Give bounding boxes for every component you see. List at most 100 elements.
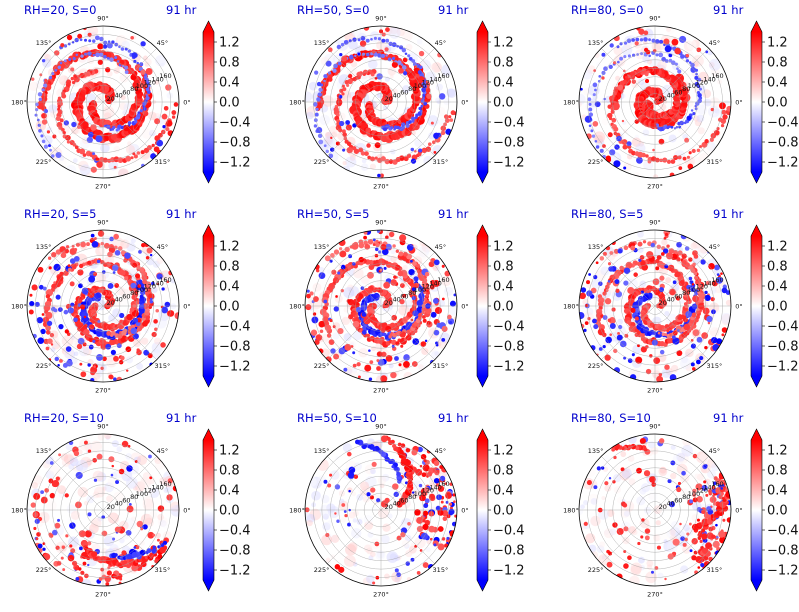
field-cell [156,273,163,280]
field-cell [595,145,600,149]
field-cell [136,362,144,370]
field-cell [357,375,361,379]
field-cell [369,551,376,558]
field-cell [637,230,644,238]
field-cell [722,114,728,120]
colorbar-tick-label: 0.8 [219,260,240,275]
field-cell [652,278,660,286]
field-cell [79,546,83,551]
field-cell [361,311,367,317]
field-cell [62,568,66,572]
field-cell [444,543,449,548]
field-cell [105,435,111,441]
angular-gridline [49,305,104,360]
heatmap-field [579,26,731,178]
field-cell [31,284,38,291]
field-cell [151,281,155,286]
field-cell [352,518,358,523]
colorbar: 1.20.80.40.0−0.4−0.8−1.2 [202,20,251,184]
field-cell [80,459,91,470]
field-cell [645,368,652,375]
field-cell [704,294,711,302]
colorbar-tick-label: −0.4 [493,320,525,335]
field-cell [601,76,605,80]
field-cell [95,157,100,162]
field-cell [138,252,148,262]
field-cell [155,317,167,329]
field-cell [31,482,39,489]
field-cell [616,135,622,142]
field-cell [358,347,368,358]
field-cell [348,511,356,519]
field-cell [705,50,709,54]
field-cell [607,280,611,283]
field-cell [306,514,316,523]
field-cell [157,545,161,549]
field-cell [98,448,106,456]
field-cell [375,242,380,248]
field-cell [123,124,130,132]
colorbar-outline [202,20,215,184]
field-cell [77,269,84,276]
field-cell [673,300,678,306]
field-cell [103,242,110,249]
field-cell [351,367,358,374]
field-cell [604,354,611,361]
field-cell [684,351,690,358]
field-cell [634,134,640,140]
field-cell [619,56,624,61]
field-cell [721,327,728,333]
field-cell [154,118,161,125]
field-cell [683,323,690,331]
field-cell [149,253,153,257]
field-cell [405,561,410,566]
field-cell [635,37,640,42]
field-cell [323,479,328,484]
field-cell [337,327,344,335]
field-cell [134,460,138,463]
colorbar-outline [202,428,215,592]
field-cell [62,250,66,254]
field-cell [165,127,170,132]
radial-tick-label: 140 [151,279,163,287]
field-cell [316,81,322,87]
field-cell [599,256,605,261]
field-cell [64,493,69,498]
field-cell [357,52,361,56]
field-cell [668,53,673,58]
field-cell [336,519,340,523]
field-cell [346,97,352,103]
field-cell [344,79,350,85]
field-cell [88,344,94,350]
field-cell [49,110,57,118]
field-cell [387,440,394,446]
field-cell [655,157,660,163]
radial-tick-label: 80 [408,289,416,297]
field-cell [110,349,116,355]
field-cell [672,337,680,345]
field-cell [716,338,723,345]
field-cell [677,250,683,256]
colorbar-tick-label: −1.2 [767,156,799,171]
field-cell [77,33,83,39]
field-cell [602,345,606,349]
field-cell [413,276,419,282]
field-cell [641,264,649,271]
field-cell [146,548,152,554]
field-cell [60,556,64,560]
field-cell [87,131,94,138]
angle-tick-label: 225° [36,566,52,574]
field-cell [709,286,717,295]
field-cell [592,93,596,97]
angle-tick-label: 180° [563,303,579,311]
field-cell [125,144,135,155]
field-cell [133,486,138,491]
field-cell [665,252,674,260]
field-cell [377,53,382,58]
field-cell [352,320,360,328]
colorbar-outline [476,20,489,184]
radial-tick-label: 100 [414,82,426,90]
field-cell [654,39,660,44]
field-cell [364,151,369,156]
field-cell [160,342,166,348]
